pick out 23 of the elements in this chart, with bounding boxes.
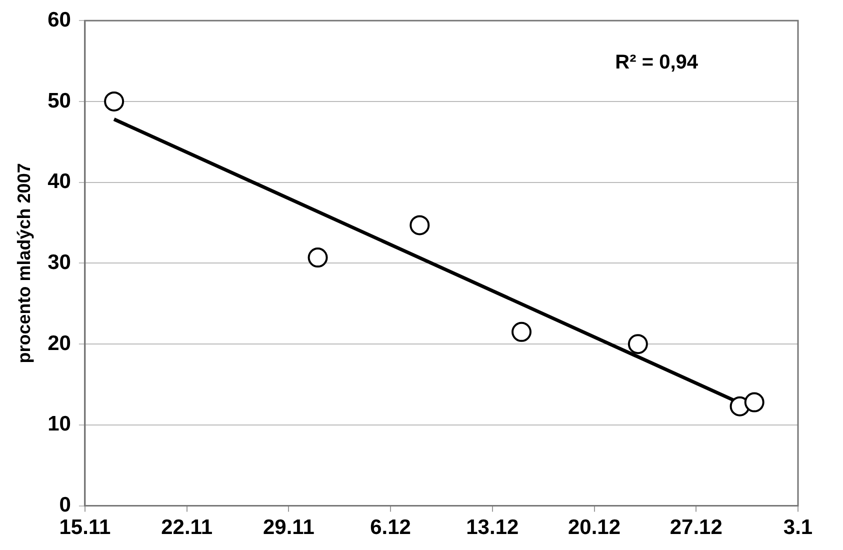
y-tick-label: 50 (48, 89, 71, 112)
point (628, 334, 648, 354)
y-tick-label: 60 (48, 8, 71, 32)
point (410, 215, 430, 236)
x-tick-label: 15.11 (59, 516, 111, 540)
point (104, 91, 124, 112)
y-axis-title: procento mladých 2007 (14, 163, 34, 364)
y-tick-label: 10 (48, 412, 71, 436)
annotation: R² = 0,94 (615, 52, 699, 74)
y-tick-label: 30 (48, 250, 71, 274)
point (744, 392, 764, 412)
point (512, 322, 532, 342)
x-tick-label: 6.12 (370, 516, 411, 540)
y-tick-label: 0 (59, 494, 71, 517)
y-tick-label: 40 (48, 170, 71, 194)
x-tick-label: 22.11 (161, 516, 213, 540)
x-tick-label: 20.12 (568, 516, 621, 540)
y-tick-label: 20 (48, 332, 71, 355)
x-tick-label: 13.12 (466, 516, 519, 540)
point (308, 248, 328, 268)
x-tick-label: 29.11 (262, 516, 315, 540)
x-tick-label: 3.1 (783, 516, 813, 540)
x-tick-label: 27.12 (670, 516, 722, 540)
